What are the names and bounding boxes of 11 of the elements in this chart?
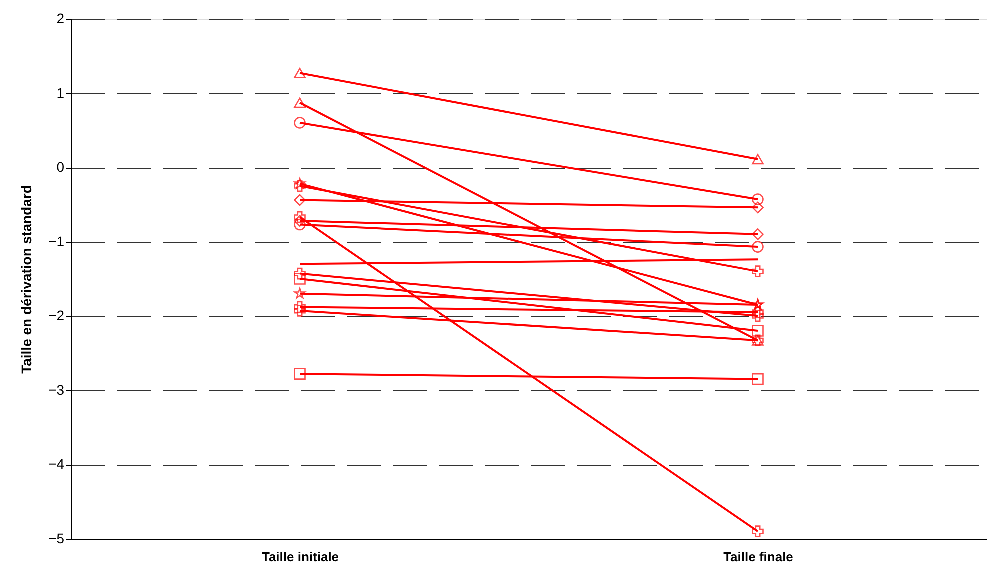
x-tick-label: Taille initiale	[262, 550, 340, 564]
y-tick-label: −2	[48, 308, 65, 324]
y-tick-label: 2	[56, 10, 65, 26]
y-tick-label: −3	[48, 382, 65, 398]
y-tick-label: −5	[48, 530, 65, 546]
y-tick-label: 0	[56, 159, 65, 176]
y-tick-label: −4	[48, 456, 65, 472]
y-tick-label: −1	[48, 233, 65, 250]
y-axis-title: Taille en dérivation standard	[18, 185, 35, 374]
x-tick-label: Taille finale	[724, 550, 794, 564]
y-tick-label: 1	[56, 84, 65, 101]
